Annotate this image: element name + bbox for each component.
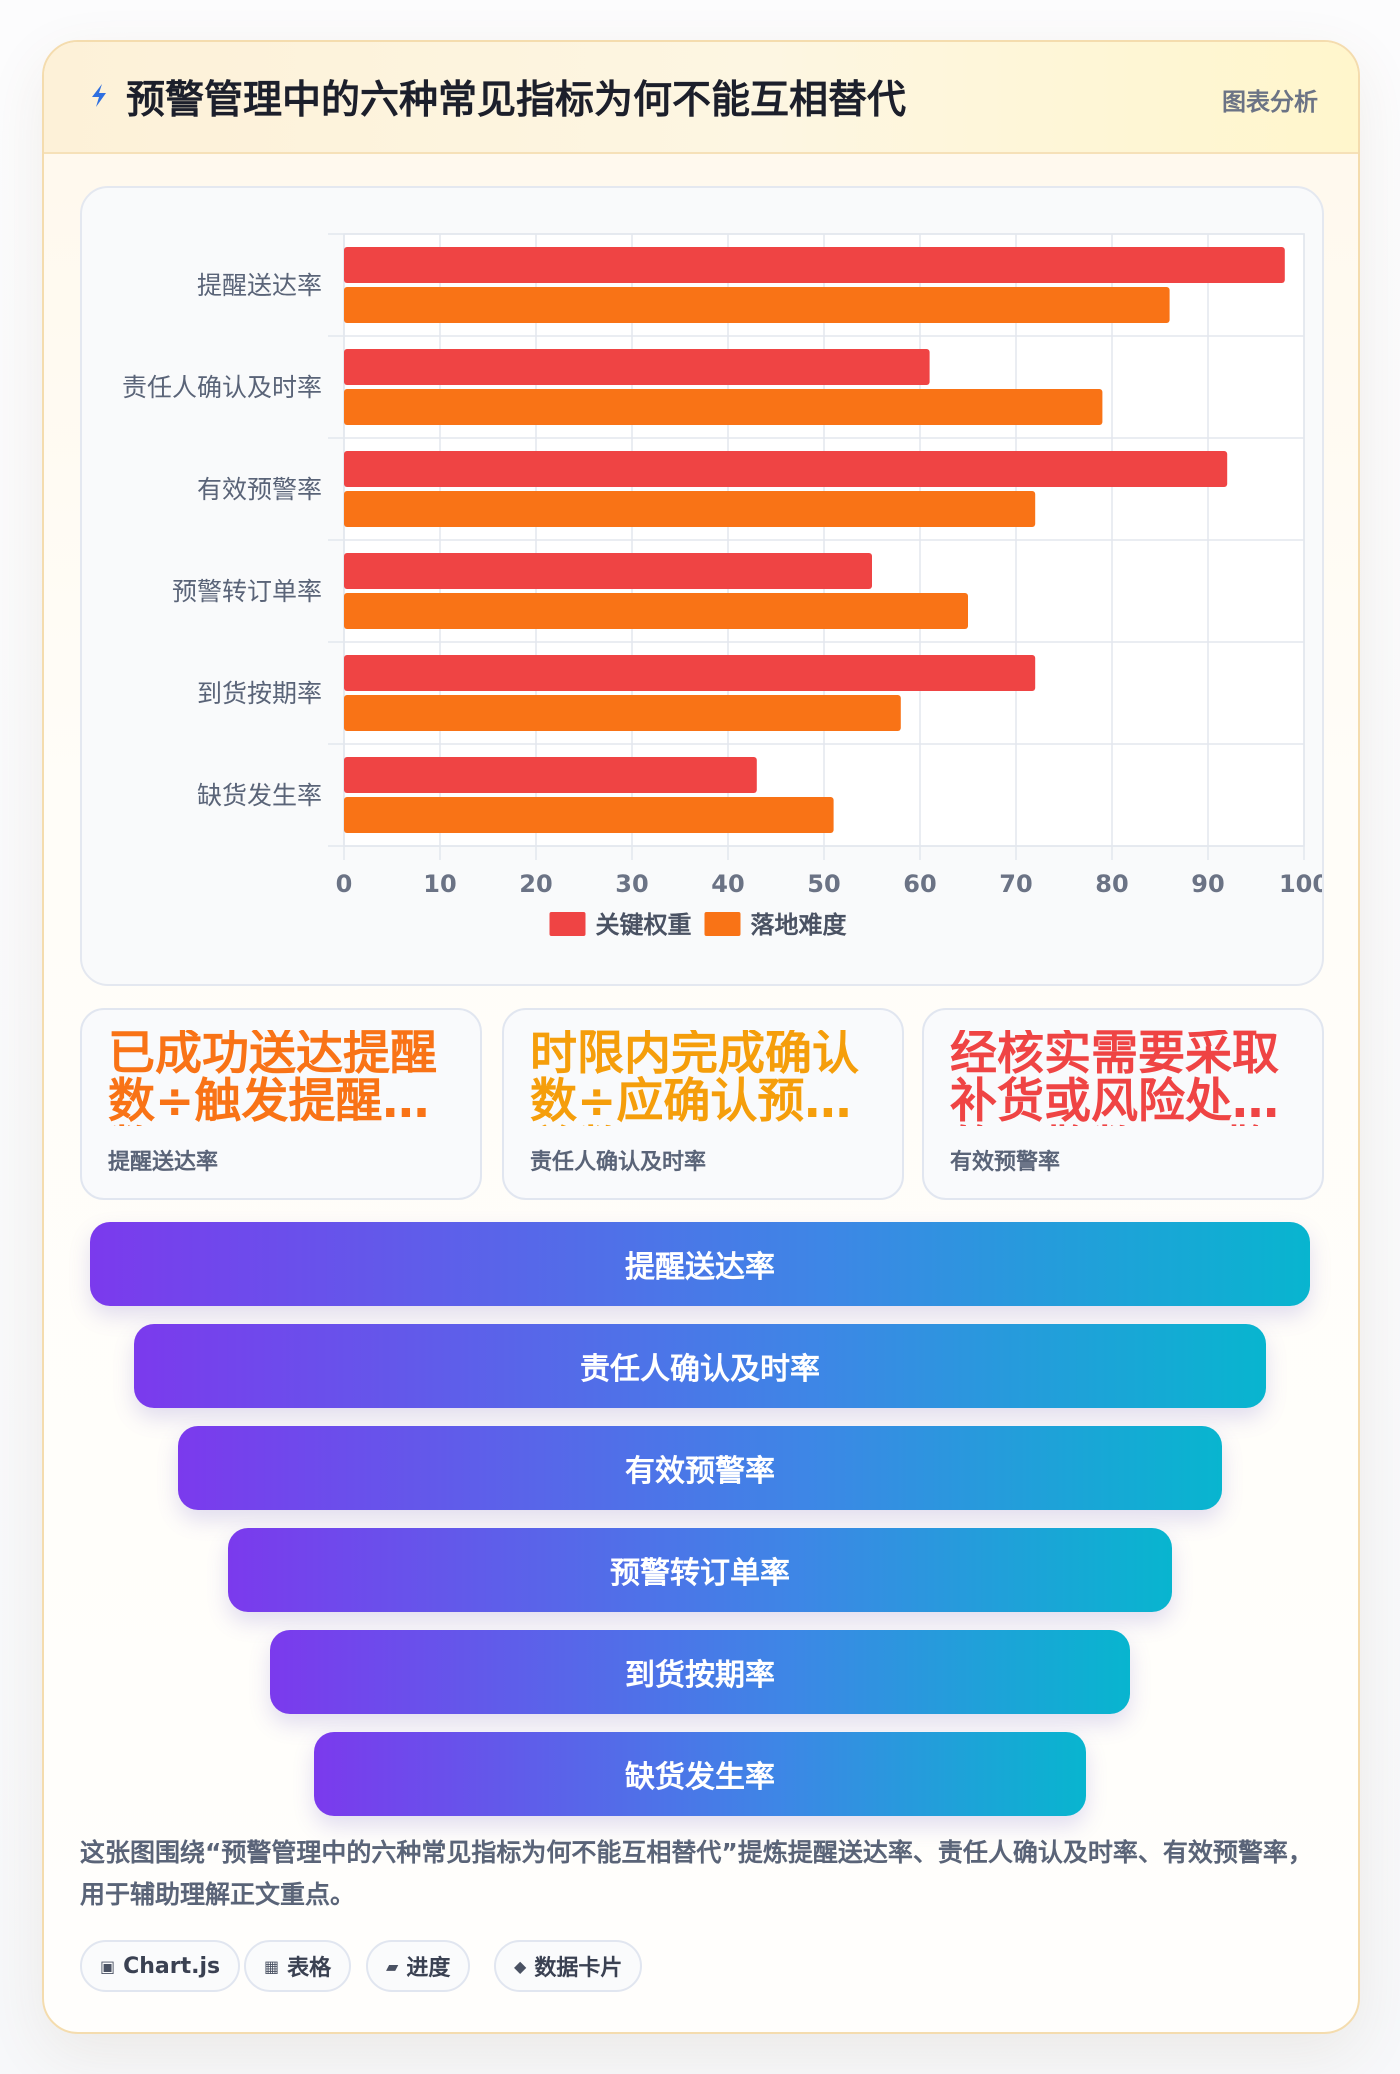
card-header: 预警管理中的六种常见指标为何不能互相替代 图表分析 bbox=[44, 42, 1358, 154]
bar-difficulty bbox=[344, 797, 834, 833]
table-icon: ▦ bbox=[264, 1956, 280, 1976]
legend-swatch bbox=[704, 912, 741, 936]
stat-card-effective: 经核实需要采取补货或风险处置的预警数÷预警总数 有效预警率 bbox=[922, 1008, 1324, 1200]
chip-table[interactable]: ▦ 表格 bbox=[244, 1940, 352, 1992]
stat-card-confirm: 时限内完成确认数÷应确认预警总数 责任人确认及时率 bbox=[502, 1008, 904, 1200]
y-tick-label: 到货按期率 bbox=[197, 679, 322, 708]
x-tick-label: 70 bbox=[999, 870, 1032, 898]
stat-label-delivery: 提醒送达率 bbox=[108, 1150, 219, 1175]
funnel-step-effective[interactable]: 有效预警率 bbox=[178, 1426, 1222, 1510]
funnel-step-delivery[interactable]: 提醒送达率 bbox=[90, 1222, 1310, 1306]
page-title: 预警管理中的六种常见指标为何不能互相替代 bbox=[126, 78, 907, 123]
y-tick-label: 提醒送达率 bbox=[197, 271, 322, 300]
stat-value-confirm: 时限内完成确认数÷应确认预警总数 bbox=[530, 1030, 859, 1126]
bar-difficulty bbox=[344, 287, 1170, 323]
stat-card-delivery: 已成功送达提醒数÷触发提醒总数 提醒送达率 bbox=[80, 1008, 482, 1200]
x-tick-label: 10 bbox=[423, 870, 456, 898]
chip-label: 表格 bbox=[287, 1956, 332, 1981]
funnel-step-order[interactable]: 预警转订单率 bbox=[228, 1528, 1172, 1612]
chip-chartjs[interactable]: ▣ Chart.js bbox=[80, 1940, 241, 1992]
x-tick-label: 20 bbox=[519, 870, 552, 898]
summary-text: 这张图围绕“预警管理中的六种常见指标为何不能互相替代”提炼提醒送达率、责任人确认… bbox=[80, 1838, 1313, 1909]
x-tick-label: 100 bbox=[1279, 870, 1322, 898]
x-tick-label: 60 bbox=[903, 870, 936, 898]
chip-data-card[interactable]: ◆ 数据卡片 bbox=[494, 1940, 643, 1992]
y-tick-label: 有效预警率 bbox=[197, 475, 322, 504]
chart-icon: ▣ bbox=[100, 1956, 116, 1976]
y-tick-label: 预警转订单率 bbox=[172, 577, 322, 606]
bar-difficulty bbox=[344, 695, 901, 731]
funnel-step-confirm[interactable]: 责任人确认及时率 bbox=[134, 1324, 1266, 1408]
x-tick-label: 0 bbox=[336, 870, 353, 898]
chart-analysis-tag: 图表分析 bbox=[1222, 88, 1318, 116]
stat-label-effective: 有效预警率 bbox=[950, 1150, 1061, 1175]
x-tick-label: 50 bbox=[807, 870, 840, 898]
stat-label-confirm: 责任人确认及时率 bbox=[530, 1150, 707, 1175]
chart-panel: 0 10 20 30 40 50 60 70 80 90 100 提醒送达率责任人确认及时率有效预警率… bbox=[80, 186, 1324, 986]
bar-weight bbox=[344, 247, 1285, 283]
funnel-step-stockout[interactable]: 缺货发生率 bbox=[314, 1732, 1086, 1816]
bar-weight bbox=[344, 553, 872, 589]
bar-difficulty bbox=[344, 389, 1103, 425]
x-tick-label: 40 bbox=[711, 870, 744, 898]
bar-weight bbox=[344, 451, 1228, 487]
bar-weight bbox=[344, 655, 1036, 691]
funnel-step-ontime[interactable]: 到货按期率 bbox=[270, 1630, 1130, 1714]
legend-label: 关键权重 bbox=[596, 911, 692, 939]
bar-weight bbox=[344, 349, 930, 385]
stat-value-effective: 经核实需要采取补货或风险处置的预警数÷预警总数 bbox=[950, 1030, 1279, 1126]
lightning-icon bbox=[92, 84, 106, 107]
diamond-icon: ◆ bbox=[514, 1956, 527, 1976]
chip-progress[interactable]: ▰ 进度 bbox=[366, 1940, 471, 1992]
infographic-card: 预警管理中的六种常见指标为何不能互相替代 图表分析 0 10 20 30 40 50 60 7… bbox=[42, 40, 1360, 2034]
bar-difficulty bbox=[344, 593, 968, 629]
chip-label: 数据卡片 bbox=[534, 1956, 623, 1981]
funnel: 提醒送达率 责任人确认及时率 有效预警率 预警转订单率 到货按期率 缺货发生率 bbox=[44, 42, 1358, 2032]
chip-label: 进度 bbox=[406, 1956, 451, 1981]
bar-chart: 0 10 20 30 40 50 60 70 80 90 100 提醒送达率责任人确认及时率有效预警率… bbox=[122, 233, 1322, 939]
bar-difficulty bbox=[344, 491, 1036, 527]
x-tick-label: 80 bbox=[1095, 870, 1128, 898]
x-tick-label: 30 bbox=[615, 870, 648, 898]
stat-value-delivery: 已成功送达提醒数÷触发提醒总数 bbox=[108, 1030, 437, 1126]
progress-icon: ▰ bbox=[386, 1956, 399, 1976]
chip-label: Chart.js bbox=[123, 1953, 221, 1979]
y-tick-label: 责任人确认及时率 bbox=[122, 373, 322, 402]
legend-label: 落地难度 bbox=[751, 911, 848, 939]
legend-swatch bbox=[549, 912, 586, 936]
y-tick-label: 缺货发生率 bbox=[197, 781, 322, 810]
bar-weight bbox=[344, 757, 757, 793]
x-tick-label: 90 bbox=[1191, 870, 1224, 898]
